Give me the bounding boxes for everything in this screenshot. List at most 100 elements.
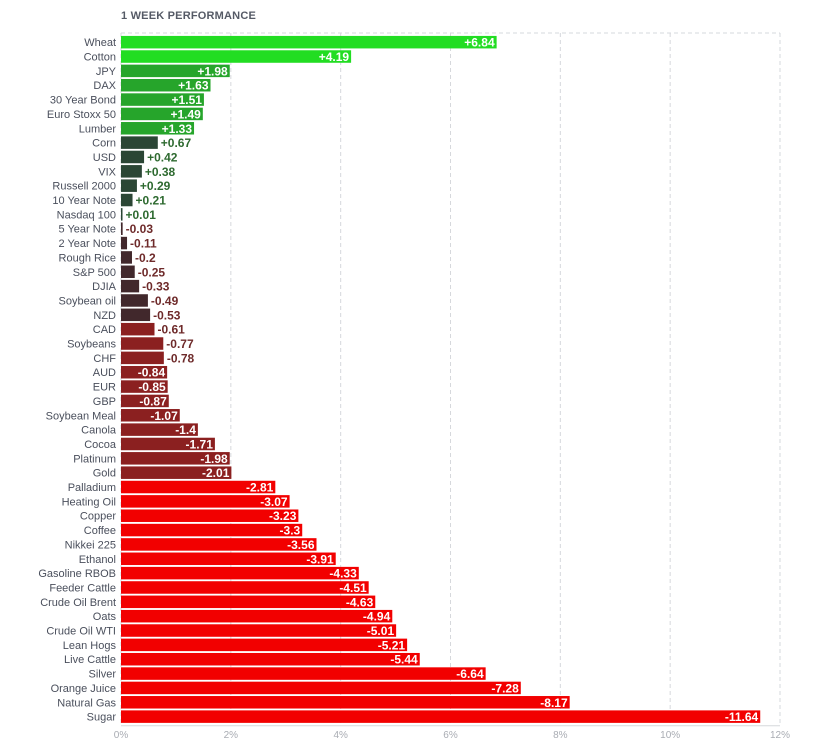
data-label: -0.49 [151, 294, 179, 308]
data-label: -0.53 [153, 308, 181, 322]
data-label: -0.2 [135, 251, 156, 265]
category-label: Soybean oil [59, 295, 117, 307]
data-label: +0.38 [145, 165, 176, 179]
bar [121, 122, 195, 135]
bar [121, 552, 336, 566]
data-label: -1.71 [186, 437, 214, 451]
category-label: VIX [98, 166, 116, 178]
category-label: Corn [92, 138, 116, 150]
bar [121, 581, 369, 594]
category-label: Oats [93, 611, 117, 623]
data-label: -2.81 [246, 481, 274, 495]
data-label: -5.21 [378, 638, 406, 652]
category-label: Live Cattle [64, 654, 116, 666]
category-label: Canola [81, 425, 117, 437]
bar [121, 480, 276, 494]
bar [121, 437, 215, 451]
category-label: Feeder Cattle [49, 582, 116, 594]
category-label: Soybean Meal [46, 410, 116, 422]
bar [121, 638, 408, 652]
data-label: +0.42 [147, 150, 178, 164]
x-tick-label: 10% [660, 730, 680, 741]
category-label: Lean Hogs [63, 640, 117, 652]
x-tick-label: 4% [333, 730, 348, 741]
data-label: -3.23 [269, 509, 297, 523]
category-label: Copper [80, 511, 116, 523]
data-label: -1.4 [175, 423, 196, 437]
bar [121, 466, 232, 479]
category-label: Silver [88, 669, 116, 681]
data-label: -0.78 [167, 351, 195, 365]
data-label: +0.01 [126, 208, 157, 222]
category-label: DAX [93, 80, 116, 92]
data-label: -8.17 [540, 696, 568, 710]
bar [121, 509, 299, 522]
bar [121, 380, 168, 393]
bar [121, 423, 198, 436]
category-label: Crude Oil Brent [40, 597, 116, 609]
category-label: Gasoline RBOB [38, 568, 116, 580]
x-tick-label: 8% [553, 730, 568, 741]
bar [121, 64, 230, 78]
data-label: -7.28 [491, 681, 519, 695]
bar [121, 365, 168, 379]
bar [121, 179, 137, 192]
bar [121, 308, 151, 322]
bar [121, 222, 123, 235]
data-label: +1.51 [172, 93, 203, 107]
bar [121, 523, 303, 537]
bar [121, 236, 128, 250]
category-label: S&P 500 [73, 267, 116, 279]
category-label: Nasdaq 100 [57, 209, 116, 221]
category-label: Natural Gas [57, 697, 116, 709]
chart-title: 1 WEEK PERFORMANCE [121, 10, 256, 22]
data-label: -6.64 [456, 667, 484, 681]
category-label: Sugar [87, 712, 117, 724]
bar [121, 93, 204, 106]
bar [121, 624, 397, 637]
category-label: Orange Juice [51, 683, 116, 695]
bar [121, 136, 158, 149]
category-label: Gold [93, 468, 116, 480]
category-label: Ethanol [79, 554, 116, 566]
data-label: +4.19 [319, 50, 350, 64]
data-label: +1.49 [170, 107, 201, 121]
data-label: -11.64 [725, 710, 759, 724]
x-tick-label: 12% [770, 730, 790, 741]
bar [121, 35, 497, 49]
data-label: -3.3 [280, 524, 301, 538]
bar [121, 595, 376, 609]
bar [121, 251, 132, 264]
category-label: NZD [93, 310, 116, 322]
category-label: CAD [93, 324, 116, 336]
category-label: Euro Stoxx 50 [47, 109, 116, 121]
data-label: +0.21 [136, 194, 167, 208]
bar [121, 265, 135, 279]
x-tick-label: 2% [224, 730, 239, 741]
category-label: 10 Year Note [52, 195, 116, 207]
category-label: Heating Oil [62, 496, 116, 508]
bar [121, 667, 486, 680]
bar [121, 107, 203, 121]
category-label: GBP [93, 396, 116, 408]
bar [121, 681, 521, 695]
bar [121, 165, 142, 178]
category-label: Soybeans [67, 339, 116, 351]
bar [121, 208, 123, 221]
category-label: JPY [96, 66, 117, 78]
bar [121, 538, 317, 551]
category-label: Palladium [68, 482, 116, 494]
category-label: USD [93, 152, 116, 164]
bar [121, 394, 169, 408]
data-label: -1.07 [150, 409, 178, 423]
bar [121, 710, 761, 723]
bar [121, 696, 570, 709]
category-label: EUR [93, 382, 116, 394]
bar [121, 409, 180, 422]
category-label: AUD [93, 367, 116, 379]
data-label: +0.29 [140, 179, 171, 193]
data-label: -0.61 [157, 323, 185, 337]
category-label: DJIA [92, 281, 117, 293]
bar [121, 609, 393, 623]
data-label: -0.84 [138, 366, 166, 380]
